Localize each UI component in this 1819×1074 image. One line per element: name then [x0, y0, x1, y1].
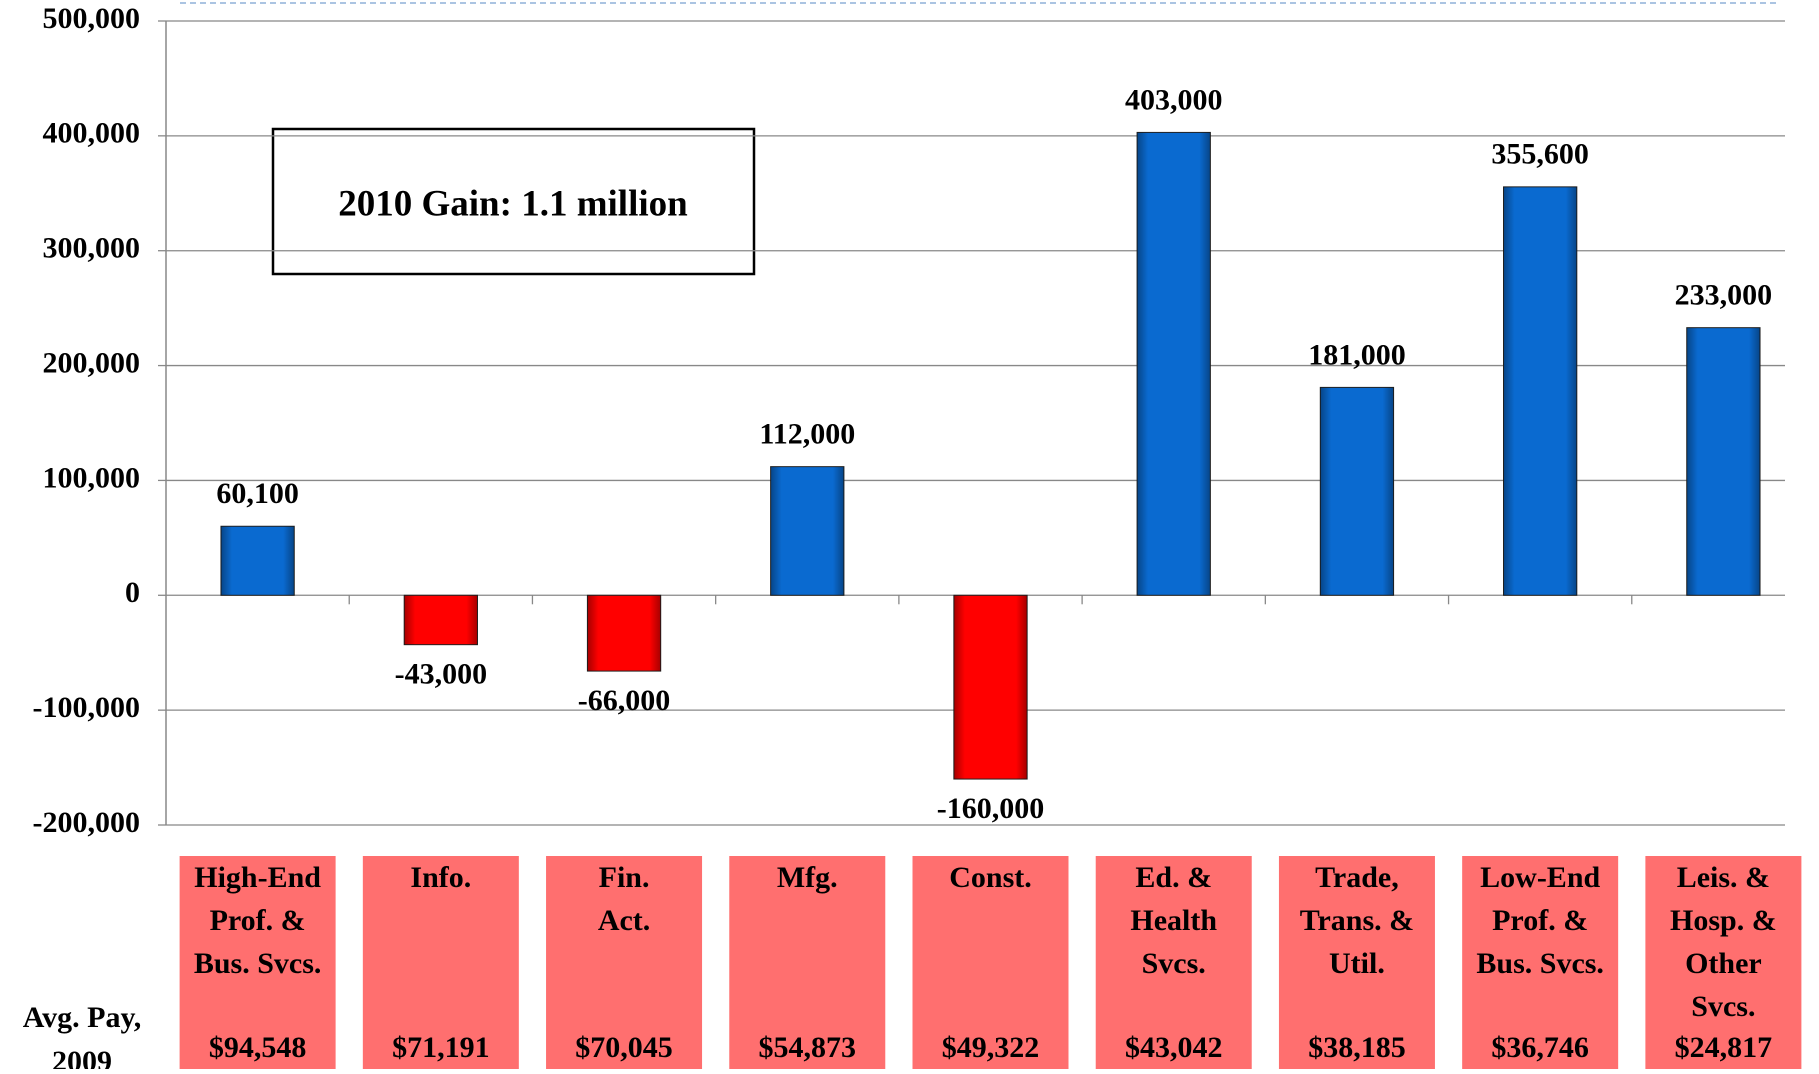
value-label: 181,000 — [1308, 338, 1406, 371]
x-tick-label: Leis. & Hosp. & Other Svcs. — [1670, 861, 1777, 1023]
bar-shade — [1137, 132, 1211, 596]
value-label: 60,100 — [216, 477, 299, 510]
footer-label: Avg. Pay, 2009 — [23, 1001, 142, 1069]
avg-pay: $94,548 — [209, 1031, 307, 1064]
category-box — [729, 856, 886, 1069]
avg-pay: $70,045 — [575, 1031, 673, 1064]
annotation: 2010 Gain: 1.1 million — [338, 183, 688, 224]
value-label: 112,000 — [759, 418, 855, 451]
bar-shade — [1503, 186, 1577, 596]
value-label: 403,000 — [1125, 83, 1223, 116]
value-label: -43,000 — [395, 658, 488, 691]
bar-shade — [1686, 327, 1761, 596]
y-tick-label: 300,000 — [43, 232, 141, 265]
bar-shade — [1320, 387, 1394, 596]
value-label: -66,000 — [578, 684, 671, 717]
x-tick-label: Trade, Trans. & Util. — [1300, 861, 1414, 980]
category-box — [1095, 856, 1252, 1069]
y-tick-label: 200,000 — [43, 346, 141, 379]
y-tick-label: 0 — [125, 576, 140, 609]
value-label: 355,600 — [1491, 138, 1589, 171]
category-box — [179, 856, 336, 1069]
avg-pay: $49,322 — [942, 1031, 1040, 1064]
avg-pay: $24,817 — [1675, 1031, 1773, 1064]
x-tick-label: Low-End Prof. & Bus. Svcs. — [1476, 861, 1604, 980]
value-label: -160,000 — [937, 792, 1045, 825]
category-box — [912, 856, 1069, 1069]
y-tick-label: -200,000 — [33, 806, 141, 839]
category-box — [362, 856, 519, 1069]
value-label: 233,000 — [1675, 279, 1773, 312]
x-tick-label: High-End Prof. & Bus. Svcs. — [194, 861, 322, 980]
annotation-box — [271, 127, 756, 276]
bar-shade — [770, 466, 844, 596]
y-tick-label: 400,000 — [43, 117, 141, 150]
category-box — [546, 856, 703, 1069]
category-box — [1645, 856, 1802, 1069]
avg-pay: $71,191 — [392, 1031, 490, 1064]
x-tick-label: Ed. & Health Svcs. — [1130, 861, 1217, 980]
x-tick-label: Info. — [410, 861, 471, 894]
category-box — [1462, 856, 1619, 1069]
avg-pay: $54,873 — [759, 1031, 857, 1064]
y-tick-label: -100,000 — [33, 691, 141, 724]
x-tick-label: Fin. Act. — [598, 861, 650, 937]
x-tick-label: Mfg. — [777, 861, 838, 894]
category-box — [1278, 856, 1435, 1069]
bar-shade — [404, 595, 478, 645]
bar-shade — [953, 595, 1028, 780]
bar-shade — [220, 526, 295, 596]
avg-pay: $43,042 — [1125, 1031, 1223, 1064]
avg-pay: $38,185 — [1308, 1031, 1406, 1064]
y-tick-label: 500,000 — [43, 2, 141, 35]
x-tick-label: Const. — [949, 861, 1032, 894]
bar-shade — [587, 595, 661, 672]
y-tick-label: 100,000 — [43, 461, 141, 494]
avg-pay: $36,746 — [1491, 1031, 1589, 1064]
